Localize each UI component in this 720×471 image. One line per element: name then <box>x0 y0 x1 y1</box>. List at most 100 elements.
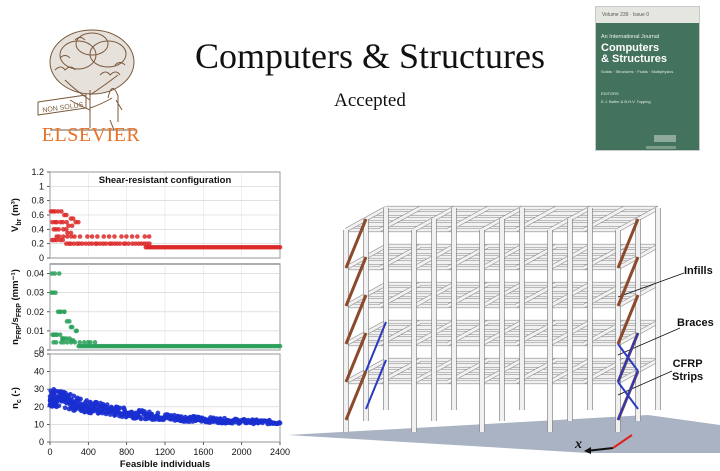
data-point <box>72 234 77 239</box>
cfrp-braces <box>365 321 639 421</box>
y-tick-label: 0.2 <box>31 239 44 249</box>
data-point <box>68 230 74 236</box>
x-tick-label: 2000 <box>232 447 252 457</box>
cover-top-strip <box>596 7 699 23</box>
cfrp-strips-label: CFRP Strips <box>672 358 703 384</box>
y-tick-label: 0 <box>39 345 44 355</box>
y-axis-label-part: n <box>10 339 21 345</box>
data-point <box>77 234 83 239</box>
logo-ribbon-text: NON SOLUS <box>42 102 84 115</box>
data-point <box>55 209 61 214</box>
data-point <box>66 223 71 229</box>
y-tick-label: 0.03 <box>26 288 44 298</box>
y-axis-label-part: c <box>16 399 23 403</box>
infill-strut <box>344 294 368 345</box>
y-axis-label-part: /s <box>10 317 21 325</box>
data-point <box>83 241 89 246</box>
label-leader-line <box>617 272 685 298</box>
data-point <box>53 290 58 295</box>
data-point <box>54 237 59 243</box>
ground-plane <box>288 415 720 453</box>
y-tick-label: 1 <box>39 181 44 191</box>
cfrp-label-line1: CFRP <box>672 358 703 370</box>
data-point <box>64 219 69 225</box>
data-point <box>112 234 117 239</box>
data-point <box>60 237 66 243</box>
data-point <box>89 234 95 239</box>
data-point <box>95 234 100 239</box>
data-point <box>74 328 80 334</box>
y-tick-label: 0.8 <box>31 196 44 206</box>
data-point <box>126 241 131 246</box>
y-axis-label-part: (mm⁻¹) <box>10 269 21 303</box>
data-point <box>78 396 83 402</box>
data-point <box>71 241 77 246</box>
data-point <box>67 319 72 324</box>
cover-subtitle: Solids · Structures · Fluids · Multiphys… <box>601 69 674 74</box>
data-point <box>135 234 140 239</box>
data-point <box>64 340 70 345</box>
data-point <box>60 234 66 239</box>
y-tick-label: 0.01 <box>26 326 44 336</box>
braces-label: Braces <box>677 317 714 329</box>
infill-strut <box>344 218 368 269</box>
cover-strip-text: Volume 239 · Issue 0 <box>602 12 649 18</box>
data-point <box>54 332 60 338</box>
data-point <box>68 340 74 345</box>
y-axis-label-part: (-) <box>10 387 21 399</box>
y-tick-label: 10 <box>34 419 44 429</box>
data-point <box>129 234 135 239</box>
data-point <box>62 405 68 411</box>
y-axis-label-part: n <box>10 403 21 409</box>
data-point <box>57 332 63 338</box>
y-tick-label: 30 <box>34 384 44 394</box>
infill-strut <box>616 218 640 269</box>
data-point <box>70 216 76 221</box>
brace <box>365 321 387 372</box>
data-point <box>89 241 95 246</box>
y-tick-label: 0 <box>39 437 44 447</box>
y-axis-label-part: (m³) <box>10 198 21 219</box>
journal-cover: Volume 239 · Issue 0 An International Jo… <box>595 6 700 151</box>
cfrp-label-line2: Strips <box>672 371 704 383</box>
data-point <box>77 340 83 345</box>
data-point <box>69 324 75 330</box>
data-point <box>56 403 62 409</box>
y-tick-label: 20 <box>34 402 44 412</box>
data-point <box>71 393 77 399</box>
data-point <box>58 309 64 315</box>
cover-decoration <box>646 146 676 149</box>
data-point <box>124 234 129 239</box>
y-tick-label: 0.02 <box>26 307 44 317</box>
brace <box>365 359 387 410</box>
cover-decoration <box>654 135 676 142</box>
data-point <box>88 340 93 345</box>
cover-editor-names: K.J. Bathe & B.H.V. Topping <box>601 99 651 104</box>
data-point <box>104 402 110 408</box>
infills-label: Infills <box>684 265 713 277</box>
cover-title-line2: & Structures <box>601 53 668 65</box>
infill-strut <box>344 256 368 307</box>
charts-panel: 0 0.2 0.4 0.6 0.8 1 1.2 Vbr (m³) Shear-resistant… <box>10 168 290 470</box>
chart-title: Shear-resistant configuration <box>99 175 232 186</box>
cover-title-line1: Computers <box>601 42 660 54</box>
chart-columns: 0 10 20 30 40 50 nc (-) 0 400 800 1200 1600 2000 2400… <box>10 349 290 470</box>
x-tick-label: 1200 <box>155 447 175 457</box>
data-point <box>142 234 148 239</box>
cover-title: Computers & Structures <box>601 43 699 65</box>
x-tick-label: 400 <box>81 447 96 457</box>
data-point <box>60 219 66 225</box>
data-point <box>61 340 67 345</box>
y-tick-label: 0 <box>39 253 44 263</box>
y-axis-label: Vbr (m³) <box>10 198 23 232</box>
data-point <box>56 227 61 232</box>
cover-editors-label: EDITORS <box>601 91 619 96</box>
data-point <box>101 234 107 239</box>
data-point <box>52 271 58 276</box>
data-point <box>92 340 98 345</box>
data-point <box>65 230 70 236</box>
page-title: Computers & Structures <box>195 36 545 76</box>
data-point <box>85 234 90 239</box>
brace <box>617 332 639 383</box>
data-point <box>76 219 81 225</box>
